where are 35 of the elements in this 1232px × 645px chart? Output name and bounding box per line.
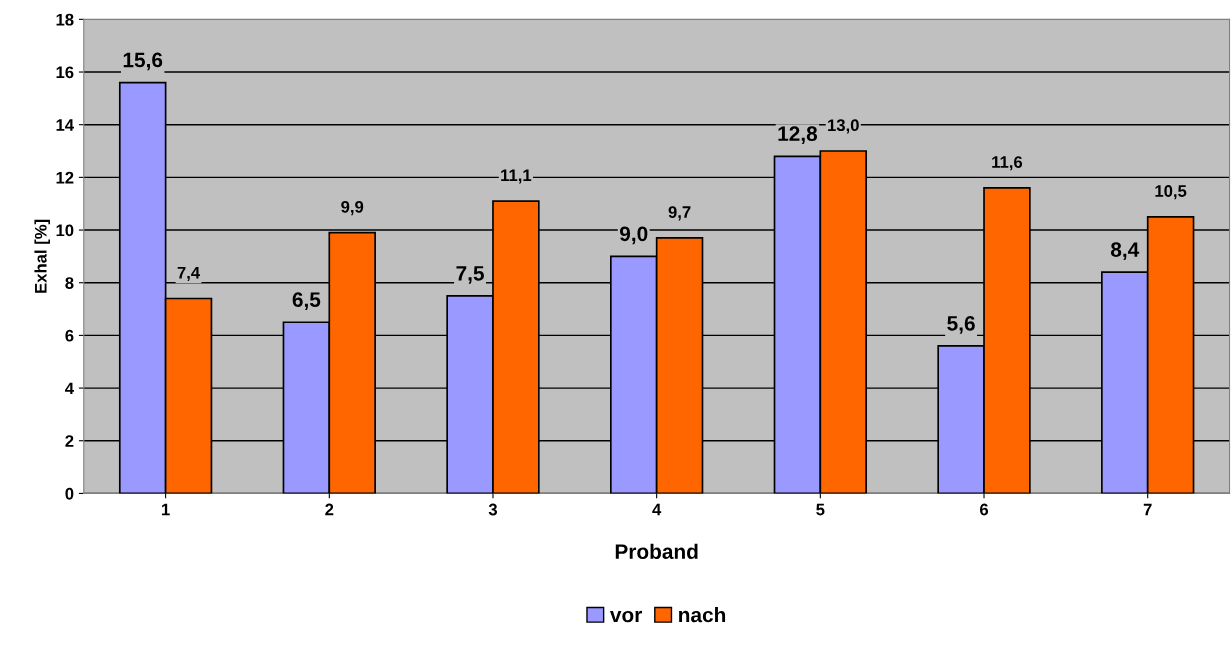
x-tick-label: 2 bbox=[325, 503, 334, 516]
x-tick-label: 1 bbox=[162, 503, 170, 516]
x-tick-label: 3 bbox=[488, 503, 498, 516]
legend-label: nach bbox=[679, 606, 726, 623]
y-tick-label: 18 bbox=[56, 13, 74, 26]
y-tick-label: 2 bbox=[65, 435, 74, 447]
legend-label: vor bbox=[609, 610, 642, 623]
data-label: 6,5 bbox=[292, 292, 321, 311]
y-tick-label: 12 bbox=[56, 171, 74, 184]
y-tick-label: 10 bbox=[56, 224, 74, 237]
y-tick-label: 6 bbox=[65, 329, 74, 342]
data-label: 8,4 bbox=[1110, 242, 1140, 260]
data-label: 11,6 bbox=[992, 156, 1023, 171]
y-tick-label: 0 bbox=[65, 487, 74, 500]
data-label: 5,6 bbox=[947, 315, 975, 334]
x-tick-label: 5 bbox=[816, 503, 825, 516]
data-label: 7,4 bbox=[177, 266, 201, 281]
data-label: 9,0 bbox=[619, 226, 648, 245]
y-axis-title: Exhal [%] bbox=[34, 219, 50, 293]
data-label: 9,7 bbox=[668, 206, 691, 221]
x-tick-label: 6 bbox=[979, 503, 989, 516]
data-label: 9,9 bbox=[341, 200, 364, 216]
y-tick-label: 16 bbox=[56, 66, 74, 79]
x-tick-label: 4 bbox=[652, 503, 662, 516]
y-tick-label: 4 bbox=[65, 382, 74, 395]
data-label: 11,1 bbox=[501, 169, 532, 184]
x-tick-label: 7 bbox=[1143, 503, 1152, 516]
data-label: 7,5 bbox=[456, 266, 484, 284]
data-label: 15,6 bbox=[123, 52, 163, 71]
data-label: 12,8 bbox=[778, 126, 818, 145]
data-label: 10,5 bbox=[1155, 185, 1187, 200]
x-axis-title: Proband bbox=[615, 543, 698, 559]
y-tick-label: 14 bbox=[56, 119, 74, 131]
y-tick-label: 8 bbox=[65, 277, 74, 289]
data-label: 13,0 bbox=[828, 119, 859, 134]
